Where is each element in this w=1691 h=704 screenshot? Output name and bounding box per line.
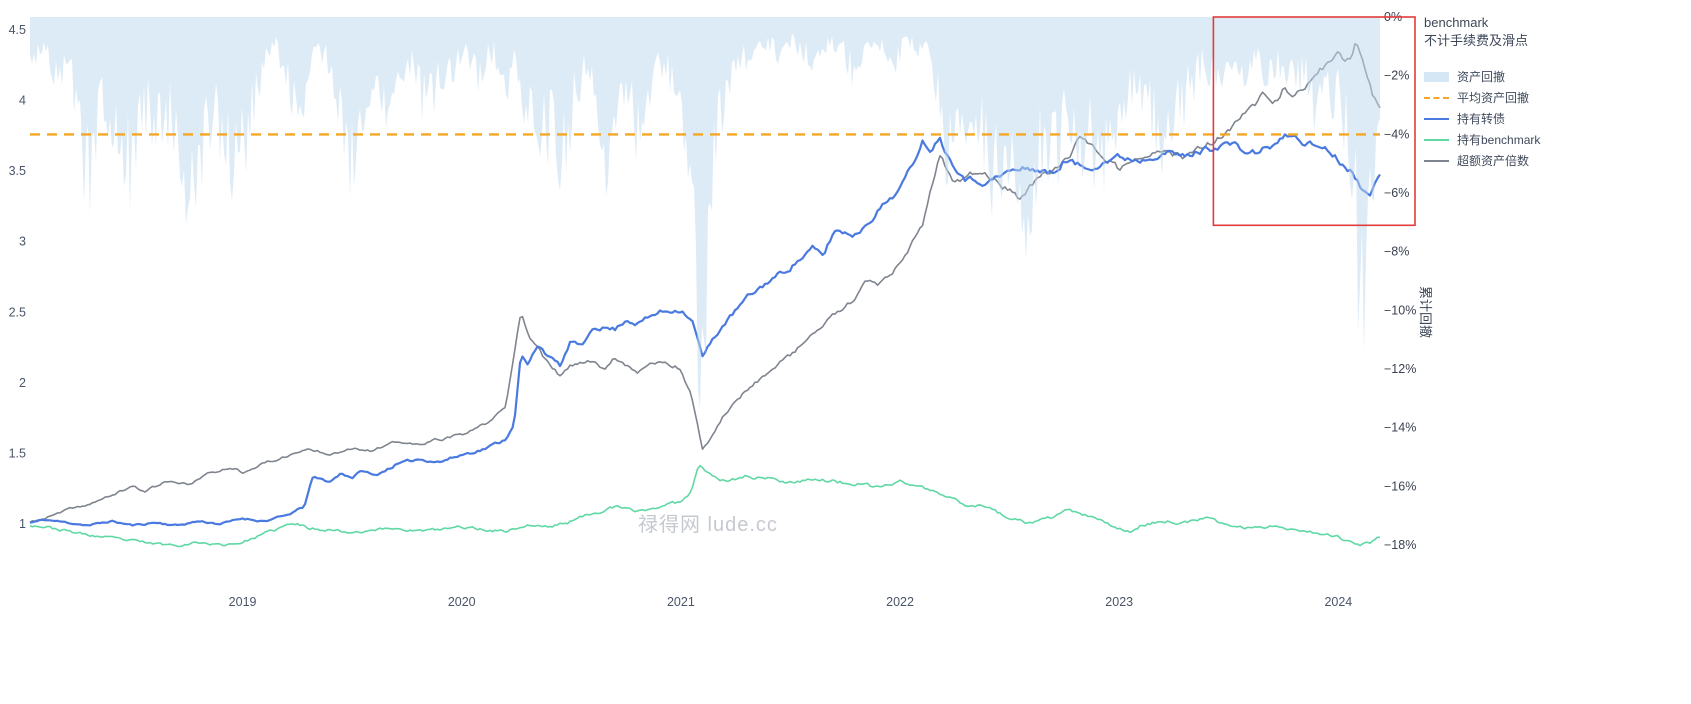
excess-multiple-line [29,43,1381,523]
y-right-tick-label: −14% [1384,421,1416,435]
legend-item-label: 持有benchmark [1457,133,1541,147]
y-right-tick-label: −6% [1384,186,1409,200]
y-right-tick-label: −12% [1384,362,1416,376]
legend-item-label: 资产回撤 [1457,70,1506,84]
y-left-tick-label: 2 [19,376,26,390]
legend-title: benchmark 不计手续费及滑点 [1424,14,1674,50]
y-right-tick-label: −10% [1384,303,1416,317]
y-left-tick-label: 2.5 [9,305,26,319]
holding-convertible-swatch-icon [1424,117,1449,120]
avg-asset-drawdown-swatch-icon [1424,96,1449,99]
y-right-tick-label: −2% [1384,69,1409,83]
legend-title-line2: 不计手续费及滑点 [1424,33,1529,48]
asset-drawdown-area [30,17,1380,409]
y-left-tick-label: 1 [19,517,26,531]
excess-multiple-swatch-icon [1424,159,1449,162]
legend: benchmark 不计手续费及滑点 资产回撤平均资产回撤 持有转债持有bench… [1424,14,1674,171]
x-tick-label: 2021 [667,595,695,609]
legend-item-label: 持有转债 [1457,112,1506,126]
y-right-tick-label: −16% [1384,479,1416,493]
y-right-tick-label: −4% [1384,127,1409,141]
legend-item-holding-convertible[interactable]: 持有转债 [1424,108,1674,129]
y-left-tick-label: 4 [19,94,26,108]
holding-benchmark-swatch-icon [1424,138,1449,141]
x-tick-label: 2022 [886,595,914,609]
right-axis-title: 累计回撤 [1418,286,1433,339]
x-tick-label: 2023 [1105,595,1133,609]
watermark: 禄得网 lude.cc [638,514,778,536]
y-right-tick-label: −18% [1384,538,1416,552]
holding-convertible-line [29,133,1381,527]
y-left-tick-label: 4.5 [9,23,26,37]
asset-drawdown-swatch-icon [1424,71,1449,82]
x-tick-label: 2020 [448,595,476,609]
y-left-tick-label: 3.5 [9,164,26,178]
legend-item-excess-multiple[interactable]: 超额资产倍数 [1424,150,1674,171]
x-tick-label: 2024 [1324,595,1352,609]
x-tick-label: 2019 [229,595,257,609]
legend-item-label: 平均资产回撤 [1457,91,1530,105]
legend-title-line1: benchmark [1424,15,1489,30]
legend-item-label: 超额资产倍数 [1457,154,1530,168]
y-left-tick-label: 3 [19,235,26,249]
legend-item-avg-asset-drawdown[interactable]: 平均资产回撤 [1424,87,1674,108]
legend-items: 资产回撤平均资产回撤 持有转债持有benchmark 超额资产倍数 [1424,66,1674,171]
legend-item-asset-drawdown[interactable]: 资产回撤 [1424,66,1674,87]
y-left-tick-label: 1.5 [9,446,26,460]
highlight-box [1212,16,1416,227]
holding-benchmark-line [29,464,1380,548]
legend-item-holding-benchmark[interactable]: 持有benchmark [1424,129,1674,150]
y-right-tick-label: −8% [1384,245,1409,259]
